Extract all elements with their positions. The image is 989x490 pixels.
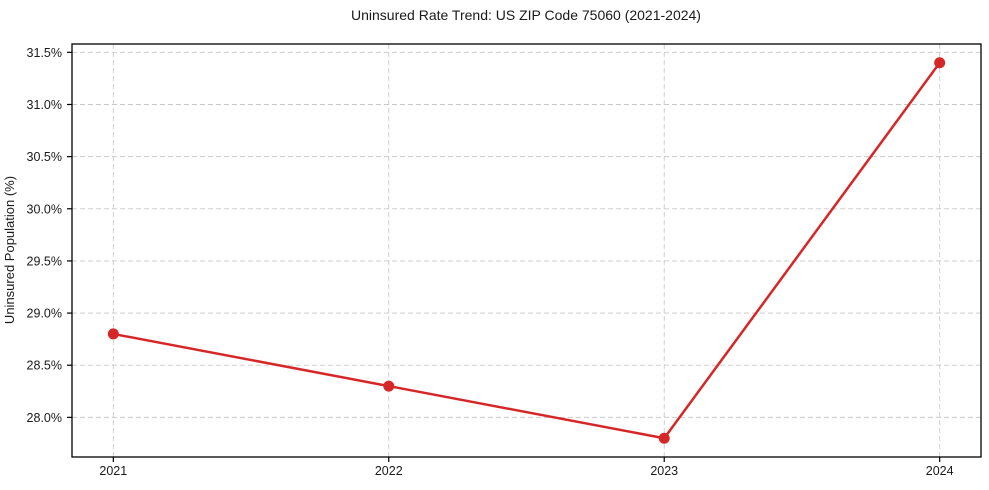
x-tick-label: 2024	[926, 464, 954, 478]
x-tick-label: 2022	[375, 464, 403, 478]
y-tick-label: 31.5%	[27, 46, 62, 60]
data-point	[934, 57, 946, 69]
chart-title: Uninsured Rate Trend: US ZIP Code 75060 …	[351, 7, 701, 23]
x-tick-label: 2021	[99, 464, 127, 478]
y-tick-label: 29.0%	[27, 307, 62, 321]
y-tick-label: 28.5%	[27, 359, 62, 373]
plot-border	[71, 43, 982, 458]
y-tick-label: 29.5%	[27, 254, 62, 268]
trend-line	[112, 61, 941, 440]
x-tick-label: 2023	[650, 464, 678, 478]
y-axis-label: Uninsured Population (%)	[2, 176, 17, 324]
chart-layer: 28.0% 28.5% 29.0% 29.5% 30.0% 30.5% 31.0% 31.5%…	[27, 43, 982, 478]
y-tick-label: 31.0%	[27, 98, 62, 112]
data-point	[107, 328, 119, 340]
y-tick-label: 30.5%	[27, 150, 62, 164]
data-point	[658, 432, 670, 444]
y-tick-label: 28.0%	[27, 411, 62, 425]
y-tick-label: 30.0%	[27, 202, 62, 216]
data-point	[383, 380, 395, 392]
